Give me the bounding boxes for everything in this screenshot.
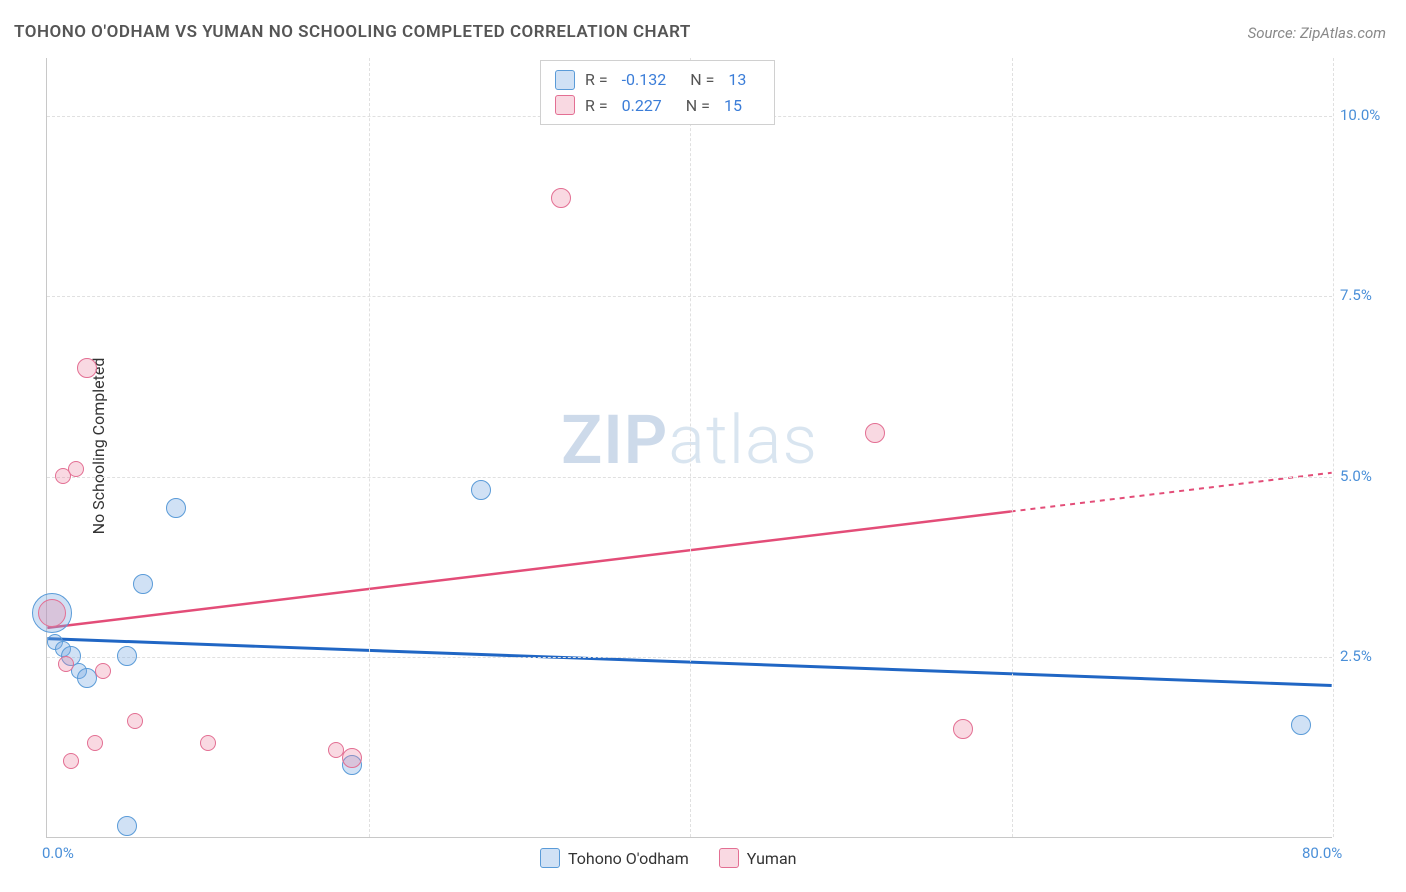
source-name: ZipAtlas.com [1300,24,1386,42]
data-point [68,461,84,477]
legend-label: Yuman [747,849,797,868]
correlation-legend: R = -0.132 N = 13 R = 0.227 N = 15 [540,60,775,125]
legend-swatch [555,70,575,90]
legend-swatch [555,95,575,115]
plot-area: ZIPatlas [46,58,1332,838]
n-label: N = [690,67,714,93]
legend-item: Yuman [719,848,797,868]
source-credit: Source: ZipAtlas.com [1248,24,1386,42]
legend-row: R = -0.132 N = 13 [555,67,760,93]
r-value: -0.132 [622,67,667,93]
legend-item: Tohono O'odham [540,848,689,868]
x-tick-label: 80.0% [1302,844,1342,862]
data-point [38,599,66,627]
data-point [133,574,153,594]
gridline-v [1012,58,1013,837]
trendline [47,512,1010,628]
legend-swatch [719,848,739,868]
data-point [117,646,137,666]
data-point [166,498,186,518]
legend-row: R = 0.227 N = 15 [555,93,760,119]
gridline-v [369,58,370,837]
data-point [551,188,571,208]
correlation-chart: TOHONO O'ODHAM VS YUMAN NO SCHOOLING COM… [0,0,1406,892]
gridline-v [1333,58,1334,837]
data-point [865,423,885,443]
data-point [58,656,74,672]
y-tick-label: 5.0% [1340,467,1372,485]
y-tick-label: 7.5% [1340,286,1372,304]
gridline-v [690,58,691,837]
data-point [117,816,137,836]
data-point [127,713,143,729]
y-tick-label: 2.5% [1340,647,1372,665]
y-tick-label: 10.0% [1340,106,1380,124]
series-legend: Tohono O'odham Yuman [540,848,797,868]
r-label: R = [585,67,608,93]
x-tick-label: 0.0% [42,844,74,862]
data-point [95,663,111,679]
data-point [953,719,973,739]
r-value: 0.227 [622,93,662,119]
r-label: R = [585,93,608,119]
source-prefix: Source: [1248,24,1300,42]
n-value: 15 [724,93,742,119]
trendline-extrapolated [1011,473,1332,512]
data-point [342,748,362,768]
chart-title: TOHONO O'ODHAM VS YUMAN NO SCHOOLING COM… [14,22,691,42]
data-point [77,358,97,378]
data-point [1291,715,1311,735]
data-point [77,668,97,688]
legend-swatch [540,848,560,868]
data-point [87,735,103,751]
legend-label: Tohono O'odham [568,849,689,868]
data-point [200,735,216,751]
data-point [471,480,491,500]
n-label: N = [686,93,710,119]
n-value: 13 [728,67,746,93]
data-point [63,753,79,769]
